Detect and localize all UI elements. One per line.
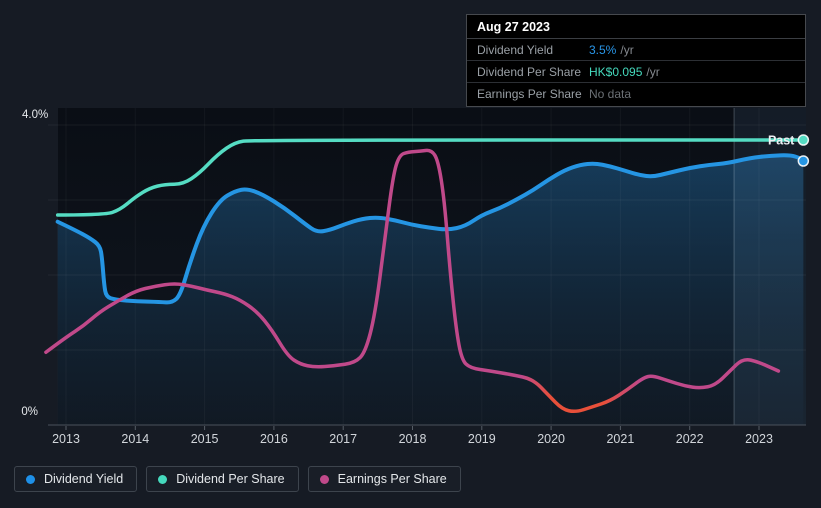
tooltip-row-dividend-per-share: Dividend Per Share HK$0.095 /yr: [467, 61, 805, 83]
y-axis-label-zero: 0%: [21, 406, 38, 418]
legend-dot-teal: [158, 474, 168, 484]
x-tick-label: 2015: [191, 432, 219, 446]
x-tick-label: 2022: [676, 432, 704, 446]
legend-item-label: Earnings Per Share: [337, 472, 447, 486]
legend-item-dividend-per-share[interactable]: Dividend Per Share: [146, 466, 299, 492]
tooltip-row-value: No data: [589, 86, 632, 101]
x-tick-label: 2023: [745, 432, 773, 446]
tooltip-row-suffix: /yr: [620, 42, 634, 57]
series-end-dot: [797, 134, 810, 146]
tooltip-row-label: Dividend Per Share: [477, 64, 582, 79]
legend-dot-blue: [26, 474, 35, 484]
legend-dot-pink: [319, 474, 329, 484]
series-line-dividend-yield: [55, 153, 806, 305]
x-tick-label: 2016: [260, 432, 288, 446]
tooltip-row-earnings-per-share: Earnings Per Share No data: [467, 83, 805, 106]
series-line-dividend-per-share: [55, 138, 806, 217]
chart-tooltip: Aug 27 2023 Dividend Yield 3.5% /yr Divi…: [466, 14, 806, 107]
x-tick-label: 2018: [399, 432, 427, 446]
tooltip-date: Aug 27 2023: [467, 15, 805, 39]
series-line-earnings-per-share: [44, 148, 781, 414]
tooltip-row-value: HK$0.095: [589, 64, 643, 79]
tooltip-row-value: 3.5%: [589, 42, 617, 57]
tooltip-row-suffix: /yr: [646, 64, 660, 79]
yield-area-fill: [57, 155, 804, 426]
legend-item-label: Dividend Per Share: [176, 472, 285, 486]
x-tick-label: 2014: [121, 432, 149, 446]
tooltip-row-label: Dividend Yield: [477, 42, 554, 57]
x-tick-label: 2021: [606, 432, 634, 446]
legend-item-label: Dividend Yield: [44, 472, 124, 486]
past-label: Past: [768, 134, 795, 148]
x-tick-label: 2019: [468, 432, 496, 446]
series-end-dot: [797, 155, 810, 167]
legend-item-dividend-yield[interactable]: Dividend Yield: [14, 466, 138, 492]
x-tick-label: 2017: [329, 432, 357, 446]
x-tick-label: 2013: [52, 432, 80, 446]
tooltip-row-dividend-yield: Dividend Yield 3.5% /yr: [467, 39, 805, 61]
tooltip-row-label: Earnings Per Share: [477, 86, 582, 101]
x-tick-label: 2020: [537, 432, 565, 446]
legend-item-earnings-per-share[interactable]: Earnings Per Share: [307, 466, 461, 492]
y-axis-label-top: 4.0%: [22, 109, 48, 121]
chart-legend: Dividend Yield Dividend Per Share Earnin…: [14, 466, 461, 492]
